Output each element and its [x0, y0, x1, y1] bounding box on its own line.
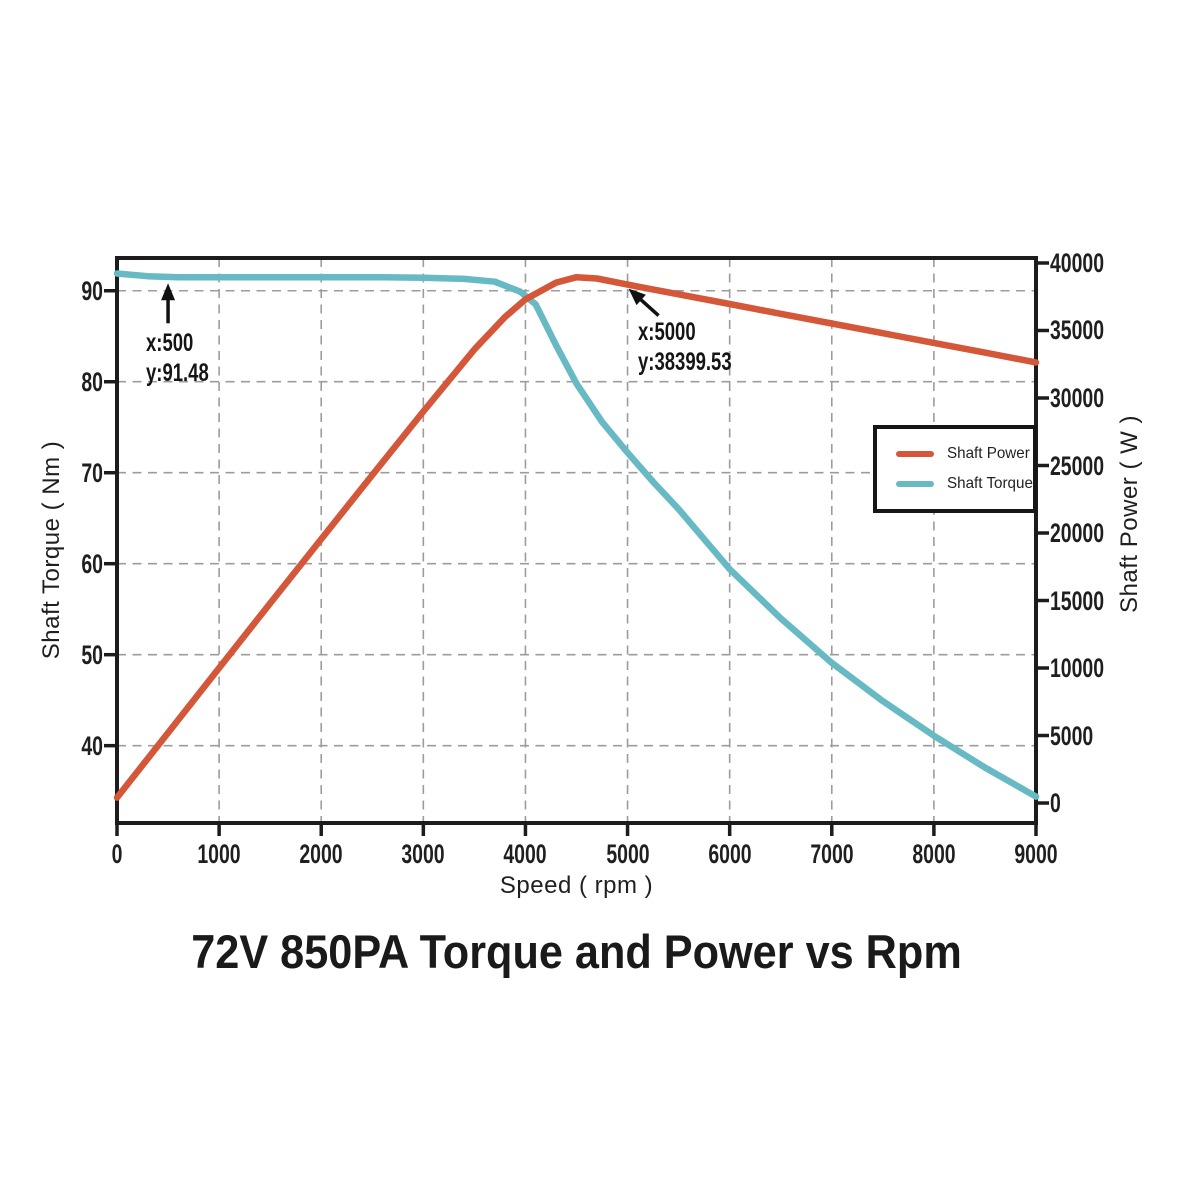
y-left-tick-label: 80 — [81, 366, 103, 397]
plot-area — [104, 256, 1049, 836]
chart-title: 72V 850PA Torque and Power vs Rpm — [191, 925, 962, 978]
annotation: x:5000 y:38399.53 — [638, 317, 732, 377]
y-right-tick-label: 5000 — [1050, 720, 1094, 751]
y-right-tick-label: 40000 — [1050, 247, 1105, 278]
y-axis-label-right: Shaft Power ( W ) — [1116, 415, 1143, 613]
x-tick-label: 1000 — [197, 839, 241, 869]
x-tick-label: 2000 — [299, 839, 343, 869]
x-tick-label: 0 — [111, 839, 123, 869]
legend-item: Shaft Power — [896, 445, 1033, 463]
shaft-power-line — [113, 273, 1040, 801]
y-right-tick-label: 20000 — [1050, 518, 1105, 548]
legend: Shaft Power Shaft Torque — [873, 425, 1037, 513]
legend-swatch-shaft-torque — [896, 481, 934, 487]
y-right-tick-label: 0 — [1050, 788, 1061, 819]
x-tick-label: 4000 — [503, 839, 548, 869]
plot-frame — [115, 256, 1038, 825]
y-right-tick-label: 15000 — [1050, 585, 1105, 616]
annotation-line: x:5000 — [637, 317, 696, 346]
y-right-tick-label: 35000 — [1050, 315, 1105, 346]
y-left-tick-label: 70 — [81, 457, 103, 488]
x-axis-label: Speed ( rpm ) — [499, 872, 654, 899]
legend-swatch-shaft-power — [896, 451, 934, 457]
legend-label: Shaft Power — [947, 445, 1030, 462]
x-tick-label: 5000 — [605, 839, 650, 869]
x-tick-label: 3000 — [401, 839, 445, 869]
x-tick-label: 7000 — [810, 839, 854, 869]
y-left-tick-label: 90 — [81, 275, 103, 306]
annotation: x:500 y:91.48 — [146, 328, 209, 388]
annotation-arrow-head — [161, 283, 176, 301]
annotation-line: x:500 — [146, 329, 194, 358]
annotation-arrow-shaft — [637, 295, 660, 317]
x-tick-label: 8000 — [912, 839, 956, 869]
x-tick-label: 6000 — [708, 839, 752, 869]
x-tick-label: 9000 — [1014, 839, 1058, 869]
y-right-tick-label: 10000 — [1050, 653, 1105, 683]
y-left-tick-label: 60 — [81, 548, 103, 579]
legend-item: Shaft Torque — [896, 475, 1033, 493]
y-right-tick-label: 25000 — [1050, 450, 1105, 481]
shaft-torque-line — [113, 270, 1040, 800]
legend-label: Shaft Torque — [947, 475, 1033, 492]
y-left-tick-label: 40 — [81, 730, 103, 761]
annotation-arrow-head — [628, 288, 646, 306]
annotation-line: y:91.48 — [146, 359, 209, 388]
annotation-line: y:38399.53 — [637, 347, 732, 376]
y-right-tick-label: 30000 — [1050, 383, 1105, 413]
y-left-tick-label: 50 — [81, 639, 103, 670]
